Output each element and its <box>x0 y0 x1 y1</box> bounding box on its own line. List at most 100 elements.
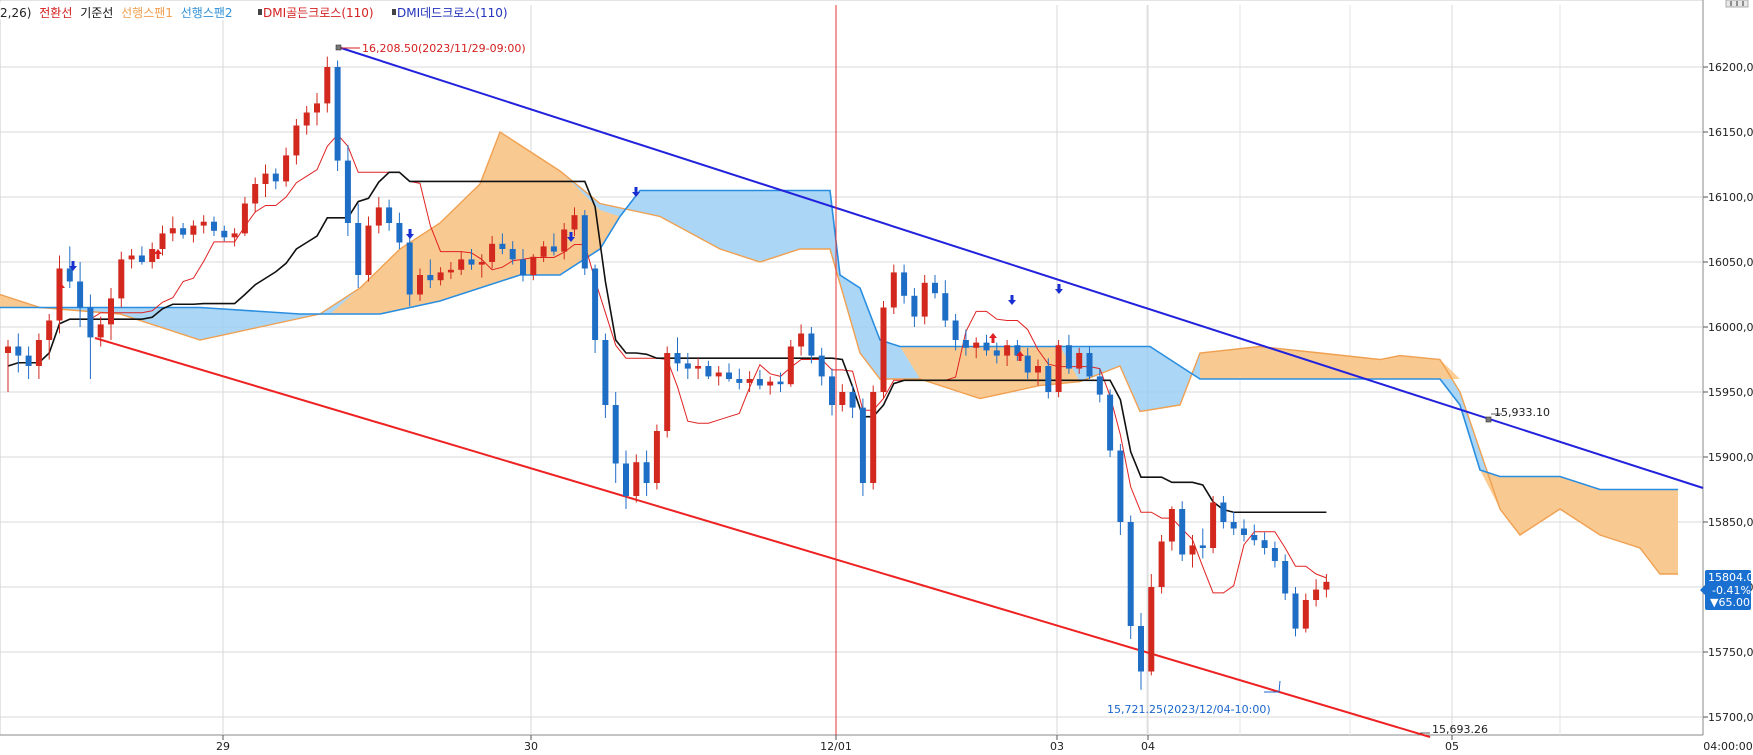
candle-body <box>314 103 320 113</box>
candle-body <box>1199 545 1206 548</box>
candle-body <box>787 346 794 385</box>
candle-body <box>1127 522 1134 626</box>
candle-body <box>1302 600 1309 629</box>
cloud-fill-orange <box>330 132 620 314</box>
candle-body <box>1251 535 1258 541</box>
candle-body <box>303 112 310 126</box>
candle-body <box>128 255 135 260</box>
dmi-dead-arrow <box>567 232 575 242</box>
candle-body <box>839 392 846 405</box>
candle-body <box>1323 581 1330 590</box>
candle-body <box>324 67 331 104</box>
candle-body <box>1014 345 1021 356</box>
candle-body <box>1313 589 1320 600</box>
candle-body <box>808 333 815 356</box>
candle-body <box>200 221 207 226</box>
candle-body <box>561 229 568 252</box>
candle-body <box>1055 345 1062 392</box>
legend-item-dmi-golden: DMI골든크로스(110) <box>263 6 374 20</box>
candle-body <box>880 307 887 392</box>
candle-body <box>334 67 341 161</box>
legend-item-span2: 선행스팬2 <box>181 5 233 20</box>
candle-body <box>705 366 712 377</box>
candle-body <box>1045 366 1052 392</box>
candle-body <box>386 207 393 223</box>
dmi-dead-arrow <box>1008 295 1016 305</box>
candle-body <box>1148 587 1155 672</box>
candle-body <box>97 324 104 338</box>
candle-body <box>643 462 650 483</box>
y-tick-label: 16200,00 <box>1708 61 1753 74</box>
price-tag-change: -0.41% <box>1712 584 1751 597</box>
candle-body <box>1230 522 1237 529</box>
candle-body <box>746 379 753 383</box>
x-tick-label: 12/01 <box>820 740 852 753</box>
candle-body <box>736 379 743 383</box>
dmi-dead-arrow <box>406 229 414 239</box>
y-tick-label: 16050,00 <box>1708 256 1753 269</box>
candle-body <box>118 259 125 299</box>
candle-body <box>571 215 578 230</box>
high-label: 16,208.50(2023/11/29-09:00) <box>362 42 526 55</box>
span2-line <box>0 189 1678 491</box>
candle-body <box>468 259 475 265</box>
low-label: 15,721.25(2023/12/04-10:00) <box>1107 703 1271 716</box>
candle-body <box>375 207 382 226</box>
candle-body <box>25 355 32 366</box>
candle-body <box>252 184 259 204</box>
candle-body <box>1210 502 1217 548</box>
candle-body <box>1065 345 1072 369</box>
candle-body <box>1138 626 1144 672</box>
candle-body <box>159 233 166 249</box>
candle-body <box>520 259 526 275</box>
candle-body <box>674 353 681 364</box>
candle-body <box>983 342 990 351</box>
candle-body <box>231 233 238 238</box>
candle-body <box>1096 376 1103 395</box>
lower-trend-line <box>94 337 1431 738</box>
candle-body <box>108 298 114 325</box>
grid-lines <box>0 5 1703 735</box>
candle-body <box>767 381 774 386</box>
top-right-controls[interactable] <box>1725 0 1749 8</box>
cloud-fill-orange <box>1480 470 1678 574</box>
candle-body <box>406 242 413 295</box>
candle-body <box>293 125 300 156</box>
candle-body <box>5 346 11 353</box>
dmi-golden-arrow <box>989 333 997 343</box>
candle-body <box>1117 450 1124 522</box>
candle-body <box>664 353 671 431</box>
candle-body <box>1086 353 1093 377</box>
x-tick-label: 04:00:00 <box>1703 740 1752 753</box>
candle-body <box>221 230 228 238</box>
candle-body <box>138 255 145 262</box>
candle-body <box>87 307 94 338</box>
dmi-golden-arrow <box>57 283 65 293</box>
candle-body <box>46 320 53 340</box>
candle-body <box>859 407 866 483</box>
candle-body <box>437 272 444 281</box>
y-tick-label: 16150,00 <box>1708 126 1753 139</box>
candle-body <box>365 225 372 275</box>
candle-body <box>726 372 732 379</box>
candles <box>5 56 1330 690</box>
candle-body <box>1107 394 1114 451</box>
candle-body <box>684 363 691 369</box>
lower-line-label: 15,693.26 <box>1432 723 1488 736</box>
y-tick-label: 15850,00 <box>1708 516 1753 529</box>
price-tag-diff: ▼65.00 <box>1710 596 1750 609</box>
candle-body <box>1158 541 1165 587</box>
candle-body <box>56 268 63 321</box>
candle-body <box>756 379 763 386</box>
x-tick-label: 30 <box>524 740 538 753</box>
candle-body <box>344 160 351 223</box>
high-annotation: 16,208.50(2023/11/29-09:00) <box>335 42 526 55</box>
candle-body <box>942 293 949 321</box>
candle-body <box>355 223 362 275</box>
candle-body <box>241 203 248 234</box>
candle-body <box>66 268 73 282</box>
ichimoku-cloud <box>0 130 1678 575</box>
candle-body <box>633 462 640 496</box>
candle-body <box>1282 561 1289 594</box>
